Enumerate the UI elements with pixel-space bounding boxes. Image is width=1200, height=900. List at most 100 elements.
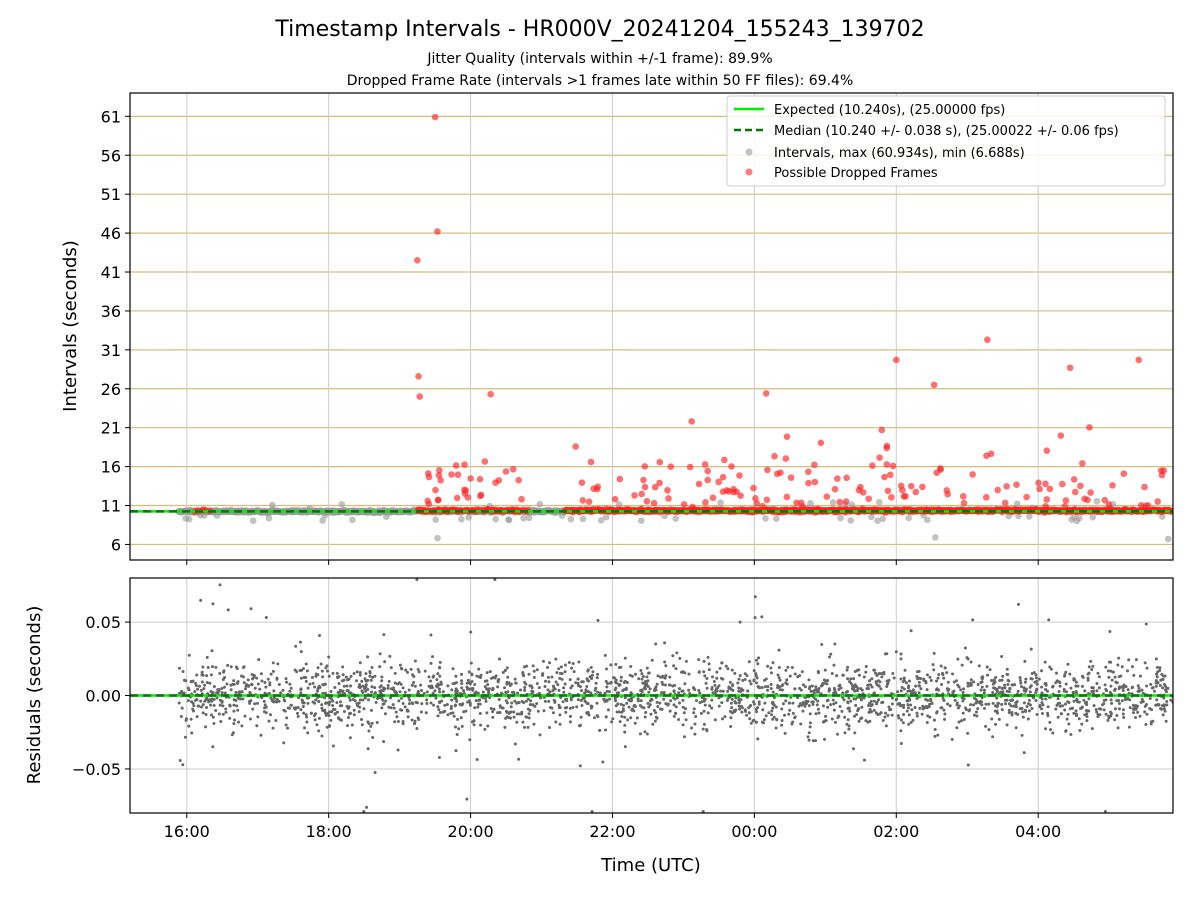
residual-point [355, 702, 359, 706]
chart-title: Timestamp Intervals - HR000V_20241204_15… [274, 17, 924, 42]
dropped-frame-point [892, 356, 900, 364]
residual-point [204, 725, 208, 729]
residual-point [763, 701, 767, 705]
residual-point [764, 714, 768, 718]
residual-point [1087, 697, 1091, 701]
residual-point [333, 712, 337, 716]
residual-point [967, 709, 971, 713]
residual-point [594, 686, 598, 690]
residual-point [645, 675, 649, 679]
residual-point [1019, 681, 1023, 685]
residual-point [1155, 665, 1159, 669]
dropped-frame-point [750, 484, 757, 492]
residual-point [778, 688, 782, 692]
dropped-frame-point [464, 494, 472, 501]
residual-point [851, 684, 855, 688]
residual-point [935, 679, 939, 683]
residual-point [675, 696, 679, 700]
residual-point [932, 718, 936, 722]
residual-point [1138, 714, 1142, 718]
residual-point [325, 664, 329, 668]
residual-point [571, 705, 575, 709]
residual-point [340, 704, 344, 708]
residual-point [798, 674, 802, 678]
residual-point [211, 602, 215, 606]
residual-point [379, 689, 383, 693]
residual-point [398, 690, 402, 694]
dropped-frame-point [1043, 496, 1051, 503]
residual-point [729, 725, 733, 729]
residual-point [824, 714, 828, 718]
dropped-frame-point [811, 478, 819, 486]
dropped-frame-point [640, 476, 647, 484]
residual-point [432, 703, 436, 707]
residual-point [907, 722, 911, 726]
dropped-frame-point [843, 474, 850, 482]
residual-point [1161, 674, 1165, 678]
residual-point [269, 672, 273, 676]
residual-point [760, 686, 764, 690]
residuals-x-ticks: 16:00 18:00 20:00 22:00 00:00 02:00 04:00 [164, 813, 1061, 841]
residual-point [203, 683, 207, 687]
residual-point [352, 708, 356, 712]
residual-point [585, 711, 589, 715]
residual-point [496, 711, 500, 715]
residual-point [651, 722, 655, 726]
residual-point [382, 702, 386, 706]
residual-point [808, 725, 812, 729]
residual-point [969, 678, 973, 682]
residual-point [1001, 674, 1005, 678]
residual-point [942, 708, 946, 712]
residual-point [190, 731, 194, 735]
residual-point [429, 633, 433, 637]
residual-point [267, 691, 271, 695]
residual-point [370, 666, 374, 670]
residual-point [694, 714, 698, 718]
residual-point [1091, 664, 1095, 668]
residual-point [1154, 684, 1158, 688]
residual-point [246, 678, 250, 682]
residual-point [504, 699, 508, 703]
residual-point [232, 682, 236, 686]
residual-point [1106, 718, 1110, 722]
residual-point [289, 703, 293, 707]
residual-point [214, 708, 218, 712]
residual-point [363, 687, 367, 691]
residual-point [555, 671, 559, 675]
residual-point [907, 698, 911, 702]
residual-point [341, 665, 345, 669]
residual-point [1007, 711, 1011, 715]
residual-point [945, 687, 949, 691]
residual-point [300, 668, 304, 672]
residual-point [470, 687, 474, 691]
residual-point [562, 686, 566, 690]
residual-point [956, 657, 960, 661]
dropped-frame-point [452, 462, 460, 469]
residual-point [543, 685, 547, 689]
residual-point [327, 674, 331, 678]
residual-point [578, 685, 582, 689]
residual-point [259, 733, 263, 737]
residual-point [647, 705, 651, 709]
residual-point [743, 677, 747, 681]
residual-point [645, 732, 649, 736]
residual-point [231, 731, 235, 735]
residual-point [500, 691, 504, 695]
residual-point [449, 704, 453, 708]
residual-point [459, 716, 463, 720]
dropped-frame-point [435, 471, 443, 479]
residual-point [346, 707, 350, 711]
residual-point [646, 701, 650, 705]
residual-point [1027, 709, 1031, 713]
residual-point [362, 707, 366, 711]
residual-point [981, 675, 985, 679]
dropped-frame-point [759, 502, 766, 510]
legend-box [726, 95, 1166, 187]
residual-point [411, 673, 415, 677]
residual-point [1024, 709, 1028, 713]
residual-point [605, 685, 609, 689]
residual-point [907, 679, 911, 683]
residual-point [218, 672, 222, 676]
residual-point [207, 700, 211, 704]
residual-point [567, 661, 571, 665]
